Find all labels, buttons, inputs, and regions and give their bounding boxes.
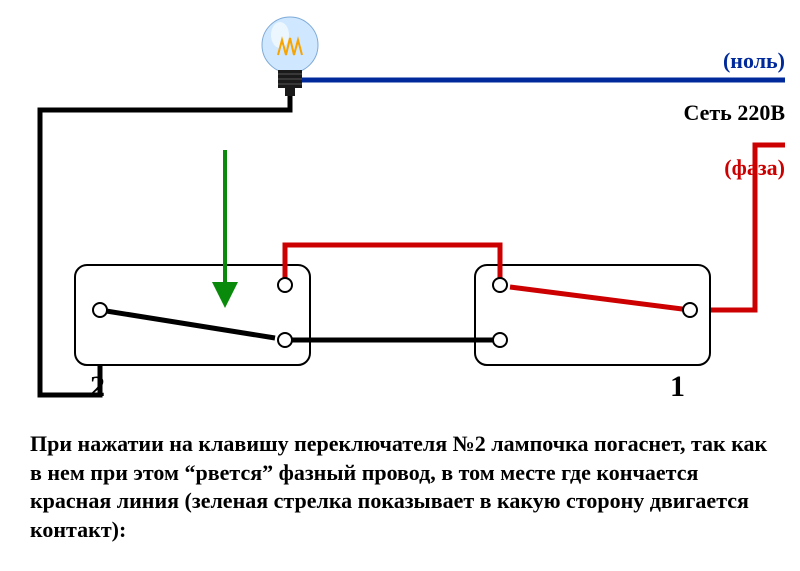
wiring-diagram: [0, 0, 800, 420]
switch-1-box: [475, 265, 710, 365]
traveller-top-wire: [285, 245, 500, 285]
direction-arrow: [212, 150, 238, 308]
light-bulb: [262, 17, 318, 96]
caption-text: При нажатии на клавишу переключателя №2 …: [30, 430, 770, 544]
switch-2-box: [75, 265, 310, 365]
